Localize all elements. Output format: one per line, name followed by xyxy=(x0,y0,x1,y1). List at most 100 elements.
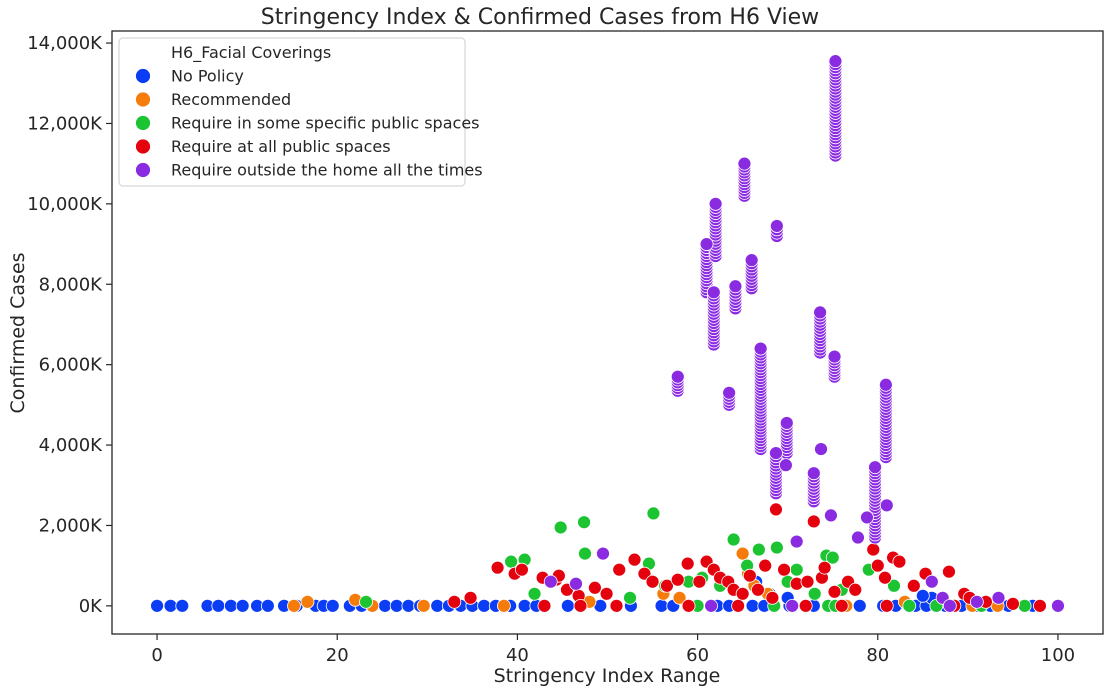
x-tick-label: 40 xyxy=(506,645,529,666)
data-point xyxy=(646,506,661,521)
data-point xyxy=(860,510,874,525)
data-point xyxy=(708,196,723,211)
data-point xyxy=(325,598,340,613)
data-point xyxy=(504,554,519,569)
data-point xyxy=(779,416,794,430)
data-point xyxy=(745,598,760,613)
y-tick-label: 4,000K xyxy=(39,435,104,456)
data-point xyxy=(235,598,250,613)
data-point xyxy=(798,598,813,613)
data-point xyxy=(807,586,822,601)
data-point xyxy=(1051,598,1065,613)
data-point xyxy=(573,598,588,613)
data-point xyxy=(942,598,957,613)
y-axis-label: Confirmed Cases xyxy=(7,252,29,413)
data-point xyxy=(785,598,800,613)
data-point xyxy=(851,530,865,545)
data-point xyxy=(765,590,780,605)
data-point xyxy=(737,156,752,171)
data-point xyxy=(924,574,939,589)
data-point xyxy=(553,520,568,535)
y-tick-label: 8,000K xyxy=(39,274,104,295)
data-point xyxy=(660,578,674,593)
legend-label: Require at all public spaces xyxy=(171,137,391,156)
data-point xyxy=(692,574,707,589)
legend-label: Require in some specific public spaces xyxy=(171,114,480,133)
plot-marks xyxy=(150,54,1065,613)
data-point xyxy=(447,594,462,609)
y-axis: 0K 2,000K 4,000K 6,000K 8,000K 10,000K 12,000K… xyxy=(27,33,112,617)
data-point xyxy=(834,598,849,613)
legend-box xyxy=(118,37,466,187)
data-point xyxy=(817,560,832,575)
data-point xyxy=(1006,596,1020,611)
data-point xyxy=(706,285,721,300)
y-tick-label: 10,000K xyxy=(27,194,103,215)
data-point xyxy=(915,588,930,603)
data-point xyxy=(1033,598,1047,613)
data-point xyxy=(477,598,491,613)
data-point xyxy=(868,460,882,475)
data-point xyxy=(150,598,164,613)
data-point xyxy=(827,584,842,599)
data-point xyxy=(969,594,984,609)
data-point xyxy=(879,498,894,513)
data-point xyxy=(892,554,907,569)
data-point xyxy=(731,598,746,613)
legend-label: No Policy xyxy=(171,67,244,86)
y-tick-label: 14,000K xyxy=(27,33,103,54)
data-point xyxy=(527,586,542,601)
data-point xyxy=(751,582,765,597)
x-tick-label: 80 xyxy=(866,645,889,666)
data-point xyxy=(777,562,791,577)
data-point xyxy=(389,598,404,613)
data-point xyxy=(789,534,804,549)
data-point xyxy=(870,558,885,573)
data-point xyxy=(813,305,828,320)
data-point xyxy=(789,562,804,577)
data-point xyxy=(728,279,743,294)
data-point xyxy=(735,546,750,561)
data-point xyxy=(596,546,610,561)
data-point xyxy=(654,598,669,613)
legend: H6_Facial Coverings No Policy Recommended… xyxy=(118,37,483,187)
x-tick-label: 60 xyxy=(686,645,709,666)
data-point xyxy=(680,556,695,571)
data-point xyxy=(806,514,821,529)
data-point xyxy=(735,586,750,601)
data-point xyxy=(537,598,552,613)
data-point xyxy=(722,385,737,400)
data-point xyxy=(401,598,416,613)
data-point xyxy=(416,598,431,613)
data-point xyxy=(828,54,843,69)
data-point xyxy=(560,598,575,613)
data-point xyxy=(699,237,714,251)
data-point xyxy=(260,598,275,613)
y-tick-label: 0K xyxy=(79,596,103,617)
x-axis: 0 20 40 60 80 100 xyxy=(151,634,1075,666)
data-point xyxy=(287,598,301,613)
legend-label: Recommended xyxy=(171,90,291,109)
data-point xyxy=(902,598,917,613)
legend-marker xyxy=(135,91,151,108)
legend-marker xyxy=(135,115,151,131)
data-point xyxy=(496,598,511,613)
data-point xyxy=(751,542,766,557)
data-point xyxy=(627,552,642,567)
legend-marker xyxy=(135,162,151,178)
data-point xyxy=(753,341,768,356)
data-point xyxy=(612,562,627,577)
data-point xyxy=(800,574,815,589)
data-point xyxy=(670,572,685,587)
data-point xyxy=(769,219,784,233)
series-4 xyxy=(543,54,1065,613)
x-tick-label: 20 xyxy=(326,645,349,666)
data-point xyxy=(430,598,445,613)
data-point xyxy=(670,369,685,384)
plot-frame xyxy=(111,30,1104,635)
data-point xyxy=(378,598,392,613)
data-point xyxy=(769,540,784,555)
data-point xyxy=(609,598,624,613)
